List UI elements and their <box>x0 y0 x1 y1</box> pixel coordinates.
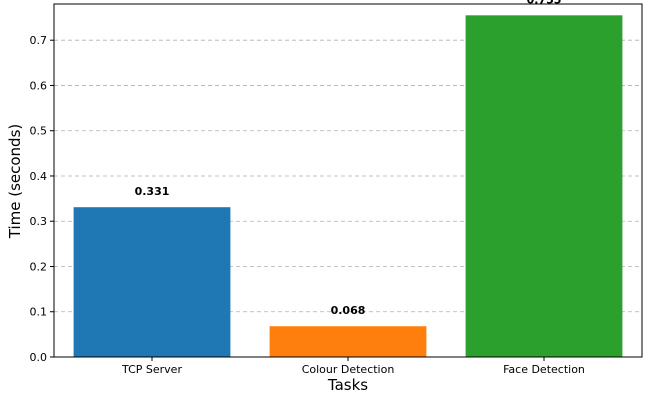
bars <box>73 15 623 358</box>
x-tick-label: Colour Detection <box>302 363 395 376</box>
bar-value-label: 0.331 <box>135 185 170 198</box>
y-axis-ticks: 0.0 0.1 0.2 0.3 0.4 0.5 0.6 0.7 <box>30 34 54 364</box>
y-tick-label: 0.1 <box>30 306 48 319</box>
data-labels: 0.331 0.068 0.755 <box>135 0 562 317</box>
y-tick-label: 0.4 <box>30 170 48 183</box>
bar-tcp-server <box>73 207 231 357</box>
x-tick-label: Face Detection <box>503 363 585 376</box>
bar-value-label: 0.068 <box>331 304 366 317</box>
x-axis-ticks: TCP Server Colour Detection Face Detection <box>121 357 585 376</box>
y-tick-label: 0.6 <box>30 79 48 92</box>
y-tick-label: 0.2 <box>30 260 48 273</box>
y-tick-label: 0.3 <box>30 215 48 228</box>
plot-frame <box>53 3 643 358</box>
x-axis-title: Tasks <box>327 376 368 394</box>
y-tick-label: 0.0 <box>30 351 48 364</box>
bar-face-detection <box>465 15 623 358</box>
y-axis-title: Time (seconds) <box>6 124 24 240</box>
x-tick-label: TCP Server <box>121 363 182 376</box>
bar-colour-detection <box>269 326 427 357</box>
y-tick-label: 0.5 <box>30 125 48 138</box>
bar-value-label: 0.755 <box>527 0 562 6</box>
y-tick-label: 0.7 <box>30 34 48 47</box>
